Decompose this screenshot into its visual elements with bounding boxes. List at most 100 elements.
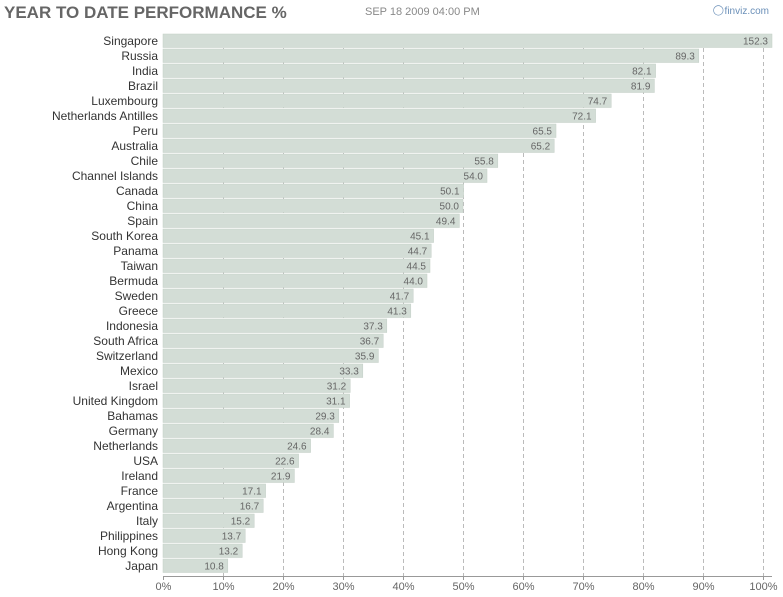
data-label: 10.8 — [204, 562, 224, 573]
data-label: 22.6 — [275, 457, 295, 468]
bar[interactable] — [162, 438, 311, 453]
category-label: Peru — [133, 124, 158, 138]
data-label: 13.2 — [219, 547, 239, 558]
category-label: Sweden — [115, 289, 158, 303]
bar[interactable] — [162, 93, 612, 108]
bar[interactable] — [162, 228, 434, 243]
category-label: Spain — [127, 214, 158, 228]
data-label: 35.9 — [355, 352, 375, 363]
bar[interactable] — [162, 333, 384, 348]
x-tick-label: 20% — [272, 581, 294, 593]
category-label: Taiwan — [121, 259, 158, 273]
bar[interactable] — [162, 123, 557, 138]
category-labels: SingaporeRussiaIndiaBrazilLuxembourgNeth… — [52, 34, 158, 573]
x-tick-label: 100% — [749, 581, 777, 593]
category-label: South Africa — [93, 334, 158, 348]
bar[interactable] — [162, 63, 656, 78]
category-label: Indonesia — [106, 319, 158, 333]
bar[interactable] — [162, 363, 364, 378]
category-label: Bahamas — [107, 409, 158, 423]
category-label: India — [132, 64, 158, 78]
data-label: 44.7 — [408, 247, 428, 258]
bar[interactable] — [162, 513, 255, 528]
bar[interactable] — [162, 198, 464, 213]
bar[interactable] — [162, 33, 773, 48]
brand-link[interactable]: finviz.com — [724, 6, 769, 17]
data-label: 17.1 — [242, 487, 262, 498]
bar[interactable] — [162, 408, 340, 423]
category-label: Israel — [129, 379, 158, 393]
bars — [162, 33, 773, 573]
category-label: Japan — [125, 559, 158, 573]
bar[interactable] — [162, 243, 432, 258]
data-label: 13.7 — [222, 532, 242, 543]
bar[interactable] — [162, 258, 431, 273]
bar[interactable] — [162, 153, 499, 168]
data-label: 29.3 — [315, 412, 335, 423]
data-label: 21.9 — [271, 472, 291, 483]
data-label: 31.2 — [327, 382, 347, 393]
category-label: Channel Islands — [72, 169, 158, 183]
data-label: 45.1 — [410, 232, 430, 243]
bar[interactable] — [162, 378, 351, 393]
category-label: Panama — [113, 244, 158, 258]
data-label: 16.7 — [240, 502, 260, 513]
x-tick-label: 70% — [572, 581, 594, 593]
x-tick-label: 0% — [156, 581, 172, 593]
data-label: 65.2 — [531, 142, 551, 153]
bar[interactable] — [162, 168, 488, 183]
category-label: United Kingdom — [73, 394, 158, 408]
bar[interactable] — [162, 348, 379, 363]
bar[interactable] — [162, 138, 555, 153]
category-label: China — [127, 199, 159, 213]
data-label: 50.0 — [440, 202, 460, 213]
bar[interactable] — [162, 318, 388, 333]
data-label: 82.1 — [632, 67, 652, 78]
category-label: Philippines — [100, 529, 158, 543]
x-tick-label: 10% — [212, 581, 234, 593]
data-label: 72.1 — [572, 112, 592, 123]
bar[interactable] — [162, 423, 334, 438]
bar[interactable] — [162, 213, 460, 228]
value-labels: 152.3 89.3 82.1 81.9 74.7 72.1 65.5 65.2 55.8 54.… — [204, 37, 768, 573]
data-label: 81.9 — [631, 82, 651, 93]
category-label: Bermuda — [109, 274, 158, 288]
category-label: South Korea — [91, 229, 158, 243]
category-label: Netherlands — [93, 439, 158, 453]
bar[interactable] — [162, 543, 243, 558]
category-label: Greece — [119, 304, 159, 318]
bar[interactable] — [162, 483, 266, 498]
x-tick-label: 80% — [632, 581, 654, 593]
category-label: Russia — [121, 49, 158, 63]
bar[interactable] — [162, 498, 264, 513]
bar[interactable] — [162, 48, 700, 63]
category-label: Singapore — [103, 34, 158, 48]
bar[interactable] — [162, 303, 412, 318]
bar[interactable] — [162, 108, 596, 123]
data-label: 37.3 — [363, 322, 383, 333]
bar[interactable] — [162, 558, 229, 573]
timestamp: SEP 18 2009 04:00 PM — [365, 6, 480, 18]
bar[interactable] — [162, 183, 464, 198]
category-label: Argentina — [107, 499, 159, 513]
data-label: 74.7 — [588, 97, 608, 108]
bar[interactable] — [162, 453, 299, 468]
data-label: 24.6 — [287, 442, 307, 453]
bar[interactable] — [162, 528, 246, 543]
chart-title: YEAR TO DATE PERFORMANCE % — [4, 3, 287, 22]
category-label: Netherlands Antilles — [52, 109, 158, 123]
category-label: Brazil — [128, 79, 158, 93]
bar[interactable] — [162, 393, 350, 408]
data-label: 89.3 — [675, 52, 695, 63]
data-label: 152.3 — [743, 37, 768, 48]
tick-labels: 0% 10% 20% 30% 40% 50% 60% 70% 80% 90% 100% — [156, 576, 778, 593]
bar[interactable] — [162, 468, 295, 483]
data-label: 33.3 — [339, 367, 359, 378]
data-label: 28.4 — [310, 427, 330, 438]
category-label: Luxembourg — [91, 94, 158, 108]
bar[interactable] — [162, 273, 428, 288]
bar[interactable] — [162, 288, 414, 303]
data-label: 65.5 — [533, 127, 553, 138]
bar[interactable] — [162, 78, 655, 93]
x-tick-label: 40% — [392, 581, 414, 593]
